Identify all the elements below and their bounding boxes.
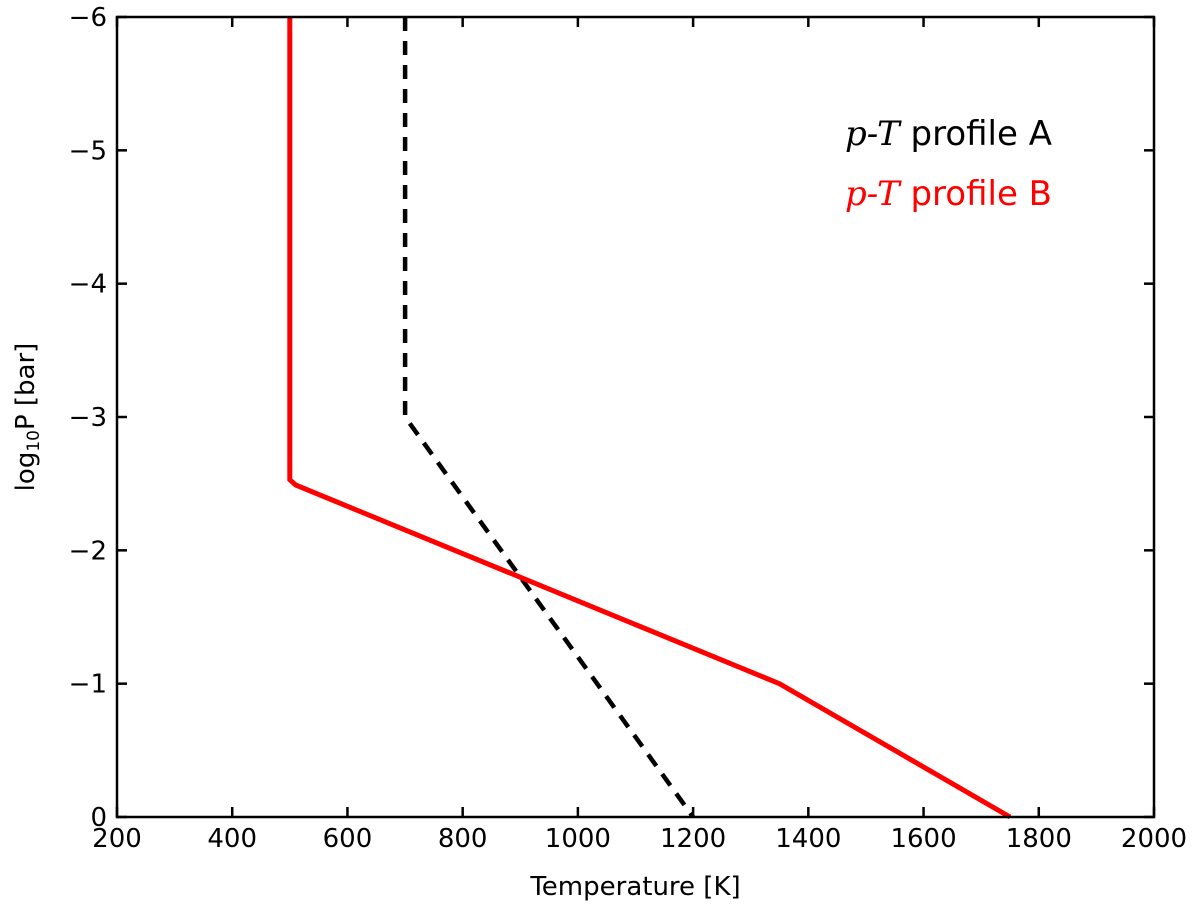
y-tick-label: −2 — [69, 536, 107, 566]
y-tick-label: −3 — [69, 403, 107, 433]
legend-math: p-T — [845, 114, 902, 154]
series-line-2 — [287, 17, 1012, 820]
y-axis-label-prefix: log — [11, 452, 41, 492]
y-tick-label: −1 — [69, 670, 107, 700]
legend: p-T profile Ap-T profile B — [845, 114, 1052, 214]
y-tick-label: −6 — [69, 3, 107, 33]
x-tick-label: 1000 — [545, 824, 611, 854]
plot-frame — [115, 15, 1156, 819]
y-tick-label: −5 — [69, 136, 107, 166]
x-tick-label: 1200 — [660, 824, 726, 854]
x-axis-label: Temperature [K] — [529, 872, 740, 902]
x-tick-label: 1800 — [1006, 824, 1072, 854]
x-tick-label: 800 — [438, 824, 488, 854]
legend-math: p-T — [845, 174, 902, 214]
legend-label: profile A — [900, 114, 1052, 154]
legend-entry-2: p-T profile B — [845, 174, 1052, 214]
legend-entry-1: p-T profile A — [845, 114, 1052, 154]
y-axis-label: log10P [bar] — [11, 343, 44, 492]
x-tick-label: 200 — [92, 824, 142, 854]
y-tick-label: 0 — [90, 803, 107, 833]
y-axis-label-suffix: P [bar] — [11, 343, 41, 430]
y-axis-label-subscript: 10 — [24, 430, 44, 452]
series-line-1 — [402, 17, 695, 819]
y-tick-labels: 0 −1 −2 −3 −4 −5 −6 — [69, 3, 107, 833]
x-tick-label: 1400 — [775, 824, 841, 854]
x-tick-label: 400 — [207, 824, 257, 854]
series-layer — [287, 17, 1012, 820]
y-tick-label: −4 — [69, 270, 107, 300]
x-tick-labels: 200 400 600 800 1000 1200 1400 1600 1800 2000 — [92, 824, 1187, 854]
x-tick-label: 2000 — [1121, 824, 1187, 854]
legend-label: profile B — [900, 174, 1052, 214]
x-tick-label: 600 — [323, 824, 373, 854]
x-tick-label: 1600 — [890, 824, 956, 854]
